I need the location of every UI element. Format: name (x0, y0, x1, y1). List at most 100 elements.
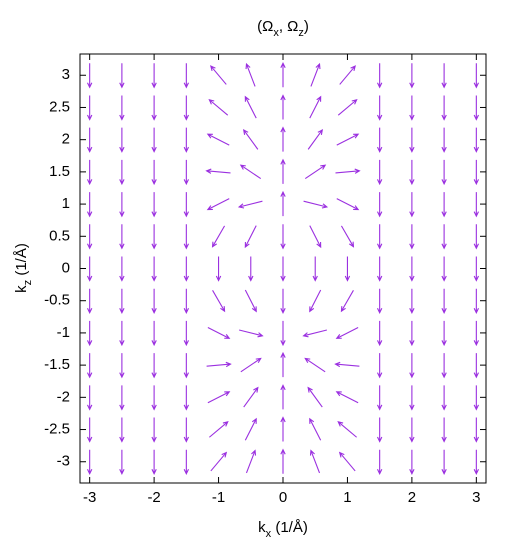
arrow (441, 353, 447, 379)
arrow (340, 225, 355, 248)
arrow (183, 95, 190, 121)
arrow (441, 224, 447, 250)
arrow (86, 449, 93, 476)
arrow (376, 63, 383, 89)
arrow (304, 357, 326, 373)
arrow (151, 224, 157, 250)
arrow (183, 385, 190, 411)
arrow (242, 128, 259, 150)
arrow (86, 127, 93, 153)
label-part: z (22, 280, 34, 286)
arrow (441, 159, 447, 186)
arrow (244, 417, 257, 441)
arrow (245, 449, 257, 474)
y-tick-label: -2.5 (44, 421, 70, 438)
arrow (473, 127, 480, 153)
arrow (338, 451, 356, 472)
arrow (183, 417, 190, 443)
arrow (239, 329, 264, 338)
arrow (409, 353, 415, 379)
y-tick-label: 2.5 (49, 98, 70, 115)
arrow (280, 384, 286, 410)
arrow (441, 385, 447, 411)
arrow (151, 159, 157, 186)
arrow (409, 95, 415, 121)
arrow (244, 289, 257, 313)
arrow (244, 225, 257, 249)
arrow (376, 320, 383, 347)
arrow (207, 391, 231, 404)
arrow (409, 159, 415, 186)
arrow (237, 200, 263, 209)
arrow (376, 449, 383, 476)
y-tick-label: 3 (62, 66, 70, 83)
arrow (441, 192, 447, 218)
x-tick-label: -3 (83, 489, 96, 506)
arrow (280, 351, 286, 378)
arrow (409, 417, 415, 443)
arrow (86, 224, 93, 250)
arrow (183, 159, 190, 186)
arrow (206, 198, 230, 211)
arrow (304, 164, 327, 180)
arrow (376, 224, 383, 250)
arrow (183, 63, 190, 89)
arrow (473, 63, 480, 89)
arrow (441, 320, 447, 347)
arrow (183, 192, 190, 218)
arrow (473, 320, 480, 347)
arrow (307, 386, 323, 408)
arrow (183, 127, 190, 153)
arrow (409, 256, 415, 282)
arrow (86, 63, 93, 89)
arrow (334, 361, 360, 368)
arrow (280, 94, 286, 120)
arrow (245, 62, 256, 87)
arrow (151, 95, 157, 121)
arrow (441, 256, 447, 282)
arrow (280, 288, 286, 314)
arrow (210, 65, 227, 85)
label-part: ) (304, 18, 309, 35)
arrow (309, 225, 322, 249)
arrow (376, 417, 383, 443)
x-tick-label: -1 (212, 489, 225, 506)
arrow (473, 95, 480, 121)
arrow (409, 288, 415, 314)
y-tick-label: -3 (57, 453, 70, 470)
arrow (205, 168, 231, 174)
arrow (183, 353, 190, 379)
arrow (86, 320, 93, 347)
arrow (473, 192, 480, 218)
arrow (206, 361, 232, 368)
arrow (119, 449, 125, 476)
arrow (307, 128, 324, 150)
arrow (119, 288, 125, 314)
arrow (309, 449, 321, 474)
x-tick-label: 0 (279, 489, 287, 506)
arrow (280, 224, 286, 250)
arrow (86, 385, 93, 411)
arrow (280, 190, 286, 217)
arrow (344, 256, 351, 282)
arrow (210, 451, 228, 472)
arrow (340, 290, 354, 313)
arrow (151, 353, 157, 379)
arrow (337, 98, 358, 116)
label-part: (1/Å) (271, 519, 308, 536)
arrow (119, 95, 125, 121)
arrow (119, 224, 125, 250)
arrow (280, 256, 286, 282)
arrow (183, 320, 190, 347)
arrow (151, 449, 157, 476)
arrow (151, 417, 157, 443)
arrow (209, 421, 229, 438)
arrow (212, 290, 226, 313)
label-part: (Ω (257, 18, 273, 35)
arrow (376, 95, 383, 121)
arrow (409, 127, 415, 153)
arrow (309, 417, 322, 441)
arrow (243, 386, 259, 408)
arrow (310, 62, 321, 87)
arrow (151, 256, 157, 282)
